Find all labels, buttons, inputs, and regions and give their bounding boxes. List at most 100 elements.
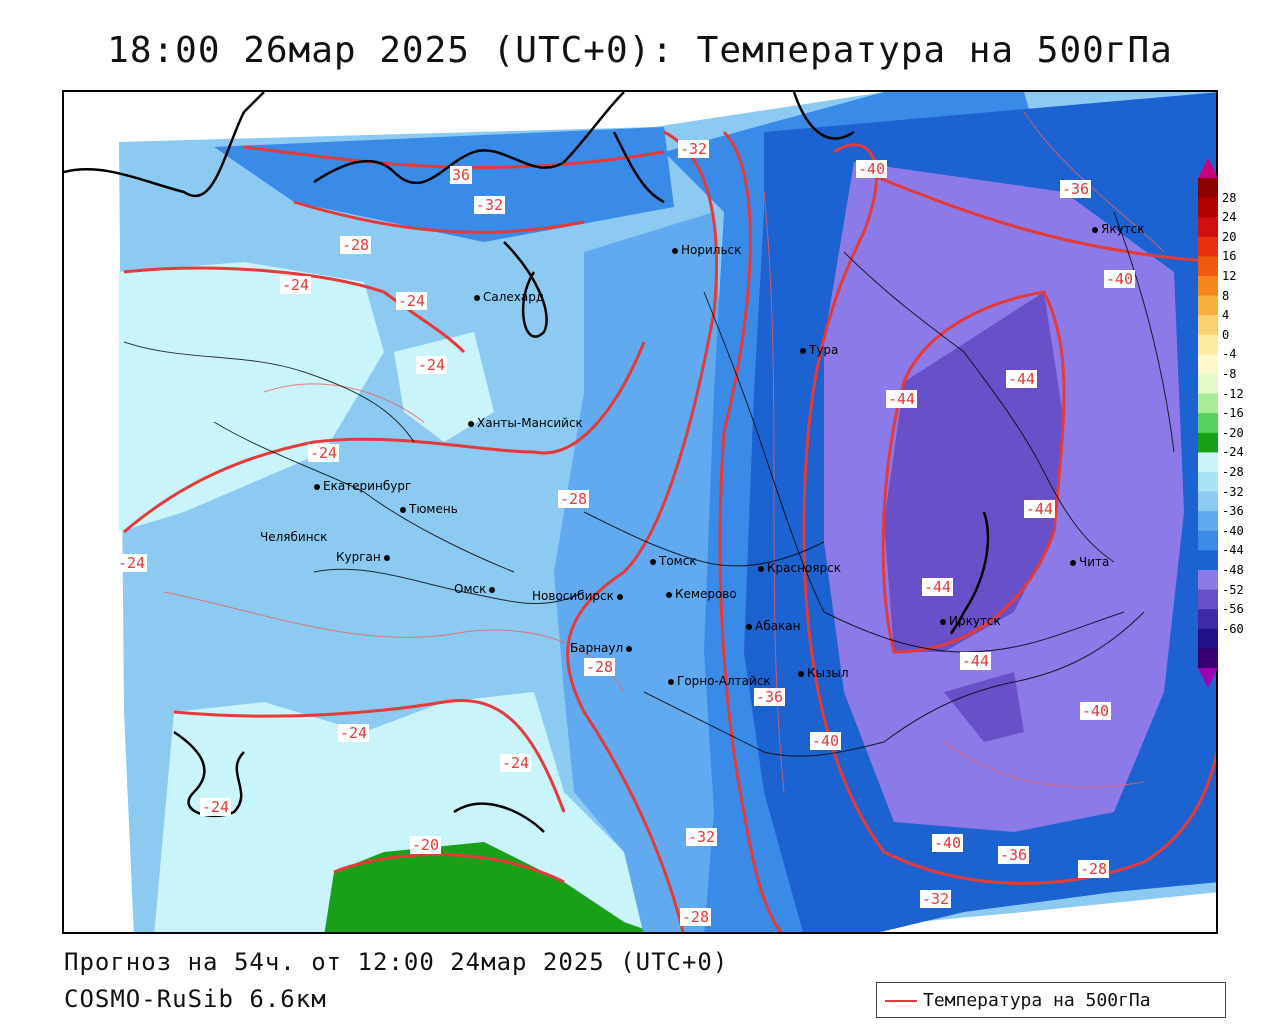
city-tura: Тура bbox=[800, 343, 838, 357]
colorbar-tick-label: -52 bbox=[1222, 582, 1244, 597]
colorbar-tick-label: -28 bbox=[1222, 465, 1244, 479]
contour-label: -40 bbox=[932, 834, 964, 852]
contour-label: -44 bbox=[886, 390, 918, 408]
colorbar-bin bbox=[1198, 511, 1218, 532]
contour-label: -24 bbox=[200, 798, 232, 816]
colorbar-bin bbox=[1198, 628, 1218, 649]
colorbar-tick-label: -44 bbox=[1222, 543, 1244, 558]
colorbar-tick-label: -40 bbox=[1222, 523, 1244, 538]
colorbar-bin bbox=[1198, 178, 1218, 199]
contour-label: -32 bbox=[686, 828, 718, 846]
colorbar-bin bbox=[1198, 491, 1218, 512]
contour-label: -28 bbox=[1078, 860, 1110, 878]
colorbar-bin bbox=[1198, 432, 1218, 453]
contour-label: -44 bbox=[922, 578, 954, 596]
city-chita: Чита bbox=[1070, 555, 1109, 569]
colorbar-bin bbox=[1198, 609, 1218, 630]
colorbar-tick-label: -48 bbox=[1222, 563, 1244, 577]
colorbar-tick-label: -24 bbox=[1222, 445, 1244, 460]
contour-label: -28 bbox=[680, 908, 712, 926]
city-salekhard: Салехард bbox=[474, 290, 544, 304]
chart-title: 18:00 26мар 2025 (UTC+0): Температура на… bbox=[107, 30, 1173, 71]
colorbar-bin bbox=[1198, 236, 1218, 257]
colorbar-top-arrow bbox=[1198, 158, 1218, 178]
city-novosibirsk: Новосибирск bbox=[532, 589, 626, 603]
contour-label: -36 bbox=[1060, 180, 1092, 198]
colorbar-tick-label: -60 bbox=[1222, 621, 1244, 636]
colorbar-tick-label: 12 bbox=[1222, 269, 1237, 283]
colorbar-bin bbox=[1198, 295, 1218, 316]
city-yakutsk: Якутск bbox=[1092, 222, 1145, 236]
contour-label: -24 bbox=[416, 356, 448, 374]
city-chelyabinsk: Челябинск bbox=[260, 530, 328, 544]
contour-label: -40 bbox=[856, 160, 888, 178]
legend-line-swatch bbox=[885, 1000, 917, 1002]
colorbar-tick-label: 28 bbox=[1222, 190, 1237, 205]
colorbar-bottom-arrow bbox=[1198, 668, 1218, 688]
forecast-info: Прогноз на 54ч. от 12:00 24мар 2025 (UTC… bbox=[64, 948, 729, 976]
colorbar-bin bbox=[1198, 393, 1218, 414]
city-abakan: Абакан bbox=[746, 619, 800, 633]
colorbar-tick-label: -36 bbox=[1222, 504, 1244, 519]
contour-label: -36 bbox=[998, 846, 1030, 864]
colorbar-tick-label: -16 bbox=[1222, 406, 1244, 421]
colorbar-bin bbox=[1198, 589, 1218, 610]
colorbar-bin bbox=[1198, 530, 1218, 551]
city-omsk: Омск bbox=[454, 582, 498, 596]
city-kurgan: Курган bbox=[336, 550, 393, 564]
colorbar-tick-label: 8 bbox=[1222, 288, 1230, 303]
city-norilsk: Норильск bbox=[672, 243, 741, 257]
contour-label: -28 bbox=[558, 490, 590, 508]
city-tomsk: Томск bbox=[650, 554, 697, 568]
colorbar-bin bbox=[1198, 315, 1218, 336]
city-khanty-mansiysk: Ханты-Мансийск bbox=[468, 416, 583, 430]
colorbar-tick-label: 24 bbox=[1222, 210, 1237, 225]
colorbar-tick-label: 4 bbox=[1222, 308, 1230, 323]
contour-label: -24 bbox=[500, 754, 532, 772]
colorbar-bin bbox=[1198, 648, 1218, 669]
contour-label: -24 bbox=[280, 276, 312, 294]
city-barnaul: Барнаул bbox=[570, 641, 635, 655]
map-fill bbox=[64, 92, 1216, 932]
colorbar-bin bbox=[1198, 472, 1218, 493]
contour-label: -32 bbox=[920, 890, 952, 908]
city-yekaterinburg: Екатеринбург bbox=[314, 479, 411, 493]
model-info: COSMO-RuSib 6.6км bbox=[64, 985, 327, 1013]
contour-label: -32 bbox=[474, 196, 506, 214]
city-kyzyl: Кызыл bbox=[798, 666, 849, 680]
contour-label: -44 bbox=[1024, 500, 1056, 518]
colorbar-bin bbox=[1198, 197, 1218, 218]
colorbar-tick-label: 20 bbox=[1222, 229, 1237, 244]
contour-label: -28 bbox=[340, 236, 372, 254]
contour-label: 36 bbox=[450, 166, 473, 184]
colorbar-tick-label: 16 bbox=[1222, 249, 1237, 264]
contour-label: -24 bbox=[338, 724, 370, 742]
contour-label: -40 bbox=[1080, 702, 1112, 720]
colorbar-tick-label: -20 bbox=[1222, 425, 1244, 440]
legend-label: Температура на 500гПа bbox=[923, 990, 1151, 1011]
colorbar-bin bbox=[1198, 256, 1218, 277]
colorbar-tick-label: 0 bbox=[1222, 327, 1230, 342]
colorbar-bin bbox=[1198, 354, 1218, 375]
contour-label: -44 bbox=[960, 652, 992, 670]
contour-label: -36 bbox=[754, 688, 786, 706]
city-gorno-altaysk: Горно-Алтайск bbox=[668, 674, 771, 688]
colorbar bbox=[1198, 158, 1218, 688]
contour-label: -20 bbox=[410, 836, 442, 854]
city-irkutsk: Иркутск bbox=[940, 614, 1001, 628]
colorbar-bin bbox=[1198, 334, 1218, 355]
colorbar-bin bbox=[1198, 413, 1218, 434]
contour-label: -24 bbox=[396, 292, 428, 310]
colorbar-tick-label: -8 bbox=[1222, 367, 1237, 381]
contour-label: -44 bbox=[1006, 370, 1038, 388]
contour-label: -24 bbox=[308, 444, 340, 462]
contour-label: -28 bbox=[584, 658, 616, 676]
colorbar-bin bbox=[1198, 217, 1218, 238]
temperature-map: Якутск Норильск Салехард Тура Ханты-Манс… bbox=[62, 90, 1218, 934]
colorbar-bin bbox=[1198, 452, 1218, 473]
contour-label: -32 bbox=[678, 140, 710, 158]
colorbar-bin bbox=[1198, 276, 1218, 297]
city-kemerovo: Кемерово bbox=[666, 587, 737, 601]
colorbar-bin bbox=[1198, 570, 1218, 591]
colorbar-tick-label: -32 bbox=[1222, 484, 1244, 499]
